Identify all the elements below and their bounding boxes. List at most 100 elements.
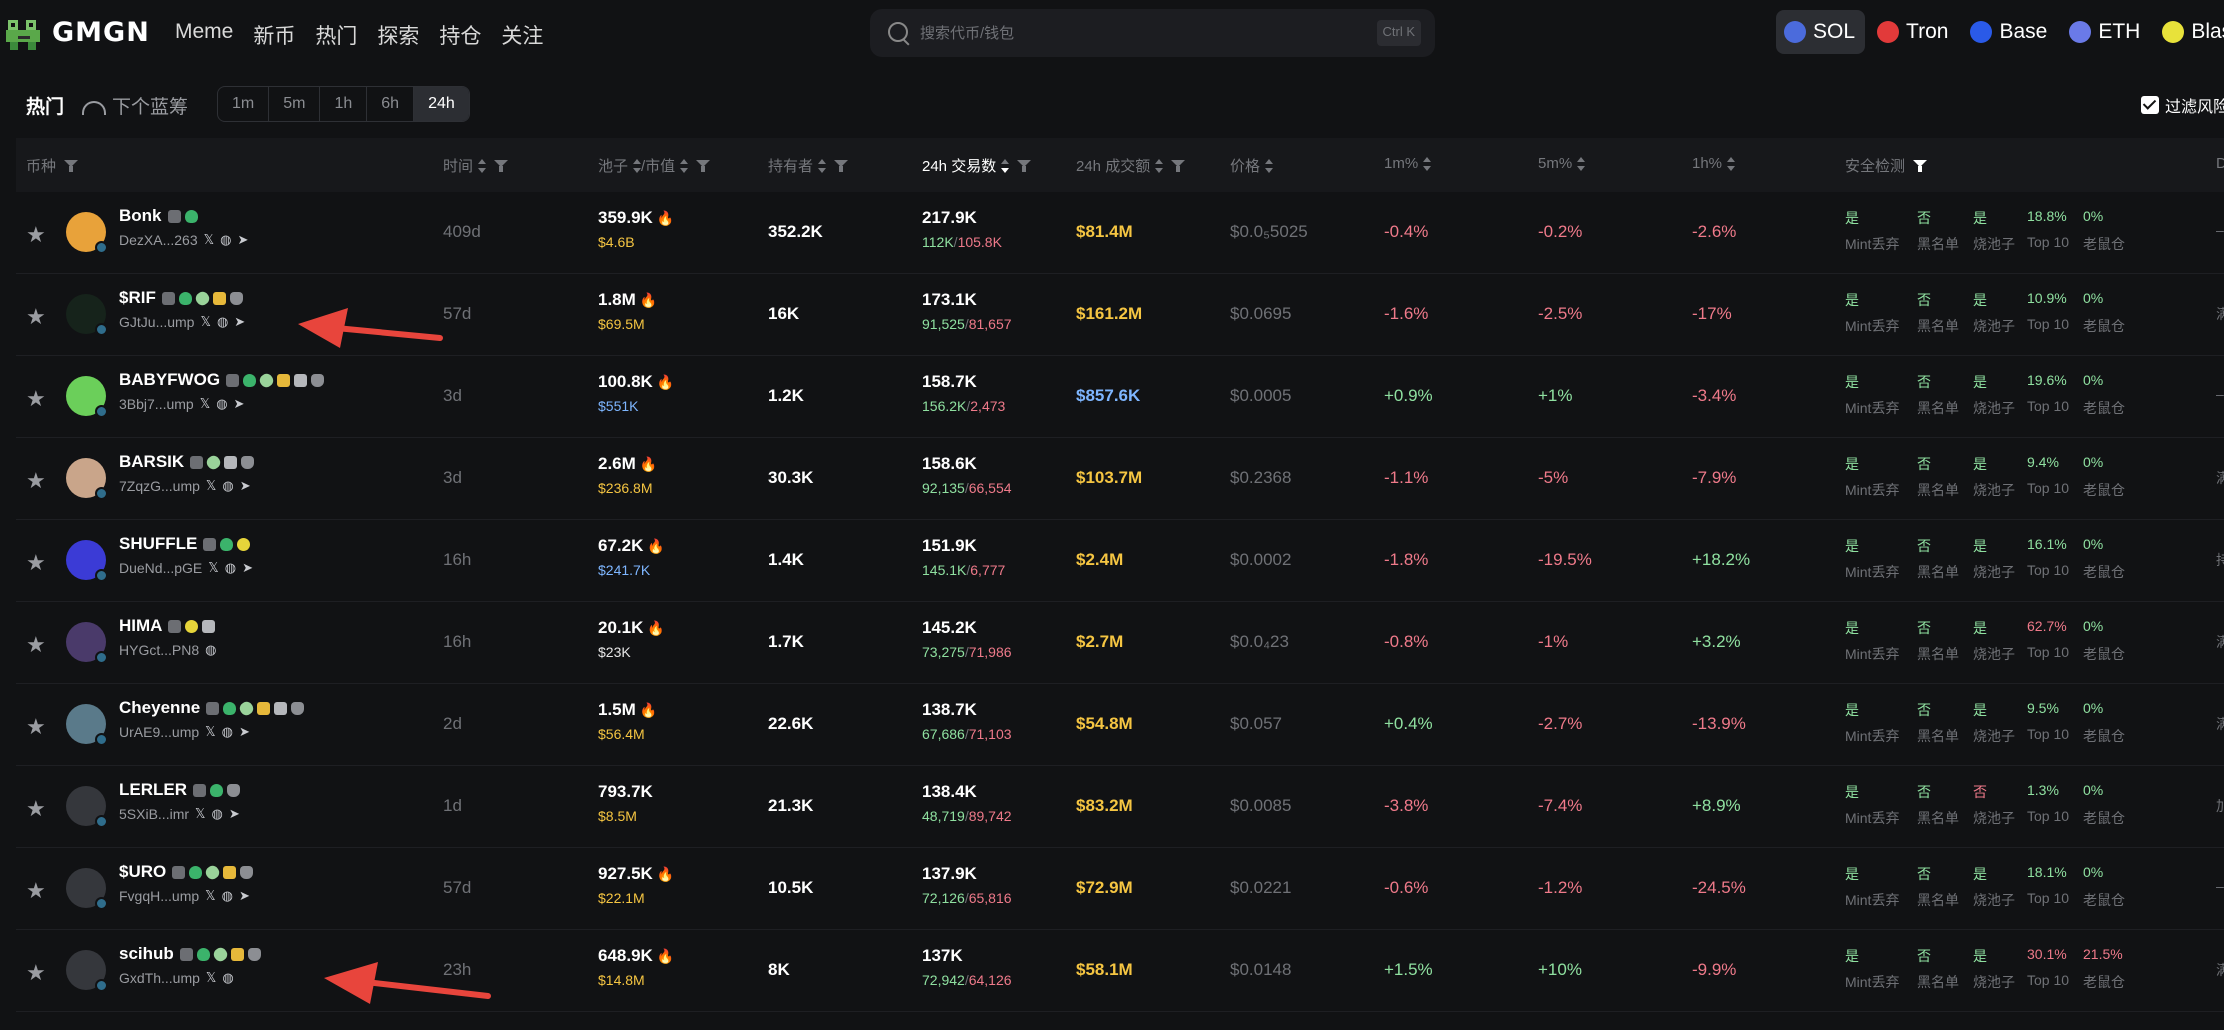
token-address[interactable]: 3Bbj7...ump 𝕏 ◍ ➤ [119,396,244,412]
nav-link-1[interactable]: 新币 [253,25,296,48]
token-name[interactable]: BABYFWOG [119,370,328,390]
website-icon[interactable]: ◍ [216,314,229,329]
col-5m[interactable]: 5m% [1538,155,1586,172]
token-name[interactable]: Bonk [119,206,202,226]
website-icon[interactable]: ◍ [211,806,223,821]
token-name[interactable]: LERLER [119,780,244,800]
col-1m[interactable]: 1m% [1384,155,1432,172]
tab-next-bluechip[interactable]: 下个蓝筹 [82,92,188,119]
timeframe-24h[interactable]: 24h [414,87,469,121]
timeframe-5m[interactable]: 5m [269,87,321,121]
telegram-icon[interactable]: ➤ [233,396,245,411]
sort-icon[interactable] [818,158,827,173]
table-row[interactable]: ★ HIMA HYGct...PN8 ◍ 16h 20.1K 🔥 $23K 1.7K 145.2… [16,602,2224,684]
tab-hot[interactable]: 热门 [26,97,65,118]
table-row[interactable]: ★ BARSIK 7ZqzG...ump 𝕏 ◍ ➤ 3d 2.6M 🔥 $236.8M 30.3… [16,438,2224,520]
nav-link-0[interactable]: Meme [175,20,234,43]
token-address[interactable]: GxdTh...ump 𝕏 ◍ [119,970,234,986]
favorite-star-icon[interactable]: ★ [26,714,46,739]
favorite-star-icon[interactable]: ★ [26,222,46,247]
favorite-star-icon[interactable]: ★ [26,386,46,411]
twitter-icon[interactable]: 𝕏 [205,724,216,739]
table-row[interactable]: ★ Cheyenne UrAE9...ump 𝕏 ◍ ➤ 2d 1.5M 🔥 $56.4M 22.… [16,684,2224,766]
table-row[interactable]: ★ Bonk DezXA...263 𝕏 ◍ ➤ 409d 359.9K 🔥 $4.6B 352.… [16,192,2224,274]
token-name[interactable]: $URO [119,862,257,882]
sort-icon[interactable] [1265,158,1274,173]
table-row[interactable]: ★ BABYFWOG 3Bbj7...ump 𝕏 ◍ ➤ 3d 100.8K 🔥 $551K 1.… [16,356,2224,438]
token-address[interactable]: DueNd...pGE 𝕏 ◍ ➤ [119,560,253,576]
twitter-icon[interactable]: 𝕏 [205,478,217,493]
sort-icon[interactable] [478,158,487,173]
sort-desc-icon[interactable] [1001,158,1010,173]
chain-eth[interactable]: ETH [2061,10,2150,54]
telegram-icon[interactable]: ➤ [238,724,250,739]
favorite-star-icon[interactable]: ★ [26,304,46,329]
twitter-icon[interactable]: 𝕏 [199,396,211,411]
filter-icon[interactable] [1171,159,1186,173]
token-name[interactable]: HIMA [119,616,219,636]
filter-icon[interactable] [834,159,849,173]
col-vol24[interactable]: 24h 成交额 [1076,155,1186,176]
col-token[interactable]: 币种 [26,155,79,176]
token-name[interactable]: BARSIK [119,452,258,472]
favorite-star-icon[interactable]: ★ [26,878,46,903]
table-row[interactable]: ★ $RIF GJtJu...ump 𝕏 ◍ ➤ 57d 1.8M 🔥 $69.5M 16K 173… [16,274,2224,356]
timeframe-1m[interactable]: 1m [218,87,270,121]
sort-icon[interactable] [1423,156,1432,171]
table-row[interactable]: ★ SHUFFLE DueNd...pGE 𝕏 ◍ ➤ 16h 67.2K 🔥 $241.7K 1… [16,520,2224,602]
risk-filter-checkbox[interactable]: 过滤风险 [2141,93,2224,117]
twitter-icon[interactable]: 𝕏 [208,560,219,575]
token-name[interactable]: $RIF [119,288,247,308]
token-name[interactable]: Cheyenne [119,698,308,718]
sort-icon[interactable] [633,158,642,173]
twitter-icon[interactable]: 𝕏 [205,888,216,903]
twitter-icon[interactable]: 𝕏 [200,314,211,329]
col-age[interactable]: 时间 [443,155,509,176]
timeframe-1h[interactable]: 1h [320,87,368,121]
filter-icon[interactable] [696,159,711,173]
sort-icon[interactable] [1577,156,1586,171]
sort-icon[interactable] [1155,158,1164,173]
search-input[interactable] [920,21,1340,45]
sort-icon[interactable] [680,158,689,173]
nav-link-3[interactable]: 探索 [377,25,420,48]
twitter-icon[interactable]: 𝕏 [195,806,206,821]
token-name[interactable]: scihub [119,944,265,964]
table-row[interactable]: ★ $URO FvgqH...ump 𝕏 ◍ ➤ 57d 927.5K 🔥 $22.1M 10.5… [16,848,2224,930]
brand-logo[interactable]: GMGN [4,12,150,52]
filter-icon[interactable] [64,159,79,173]
col-security[interactable]: 安全检测 [1845,155,1928,176]
sort-icon[interactable] [1727,156,1736,171]
col-liquidity[interactable]: 池子/市值 [598,155,711,176]
favorite-star-icon[interactable]: ★ [26,550,46,575]
filter-icon[interactable] [494,159,509,173]
telegram-icon[interactable]: ➤ [234,314,246,329]
favorite-star-icon[interactable]: ★ [26,960,46,985]
telegram-icon[interactable]: ➤ [228,806,240,821]
chain-base[interactable]: Base [1962,10,2057,54]
website-icon[interactable]: ◍ [222,478,234,493]
filter-icon[interactable] [1017,159,1032,173]
search-box[interactable]: Ctrl K [870,9,1435,57]
token-address[interactable]: DezXA...263 𝕏 ◍ ➤ [119,232,248,248]
telegram-icon[interactable]: ➤ [237,232,249,247]
nav-link-4[interactable]: 持仓 [439,25,482,48]
chain-blas[interactable]: Blas [2154,10,2224,54]
website-icon[interactable]: ◍ [220,232,232,247]
filter-active-icon[interactable] [1913,159,1928,173]
website-icon[interactable]: ◍ [224,560,237,575]
website-icon[interactable]: ◍ [222,970,234,985]
timeframe-6h[interactable]: 6h [367,87,415,121]
token-address[interactable]: 7ZqzG...ump 𝕏 ◍ ➤ [119,478,251,494]
nav-link-2[interactable]: 热门 [315,25,358,48]
col-holders[interactable]: 持有者 [768,155,849,176]
website-icon[interactable]: ◍ [216,396,228,411]
token-address[interactable]: FvgqH...ump 𝕏 ◍ ➤ [119,888,250,904]
token-address[interactable]: UrAE9...ump 𝕏 ◍ ➤ [119,724,250,740]
table-row[interactable]: ★ LERLER 5SXiB...imr 𝕏 ◍ ➤ 1d 793.7K $8.5M 21.3K 1… [16,766,2224,848]
chain-sol[interactable]: SOL [1776,10,1866,54]
col-price[interactable]: 价格 [1230,155,1274,176]
website-icon[interactable]: ◍ [205,642,217,657]
col-1h[interactable]: 1h% [1692,155,1736,172]
telegram-icon[interactable]: ➤ [238,888,250,903]
